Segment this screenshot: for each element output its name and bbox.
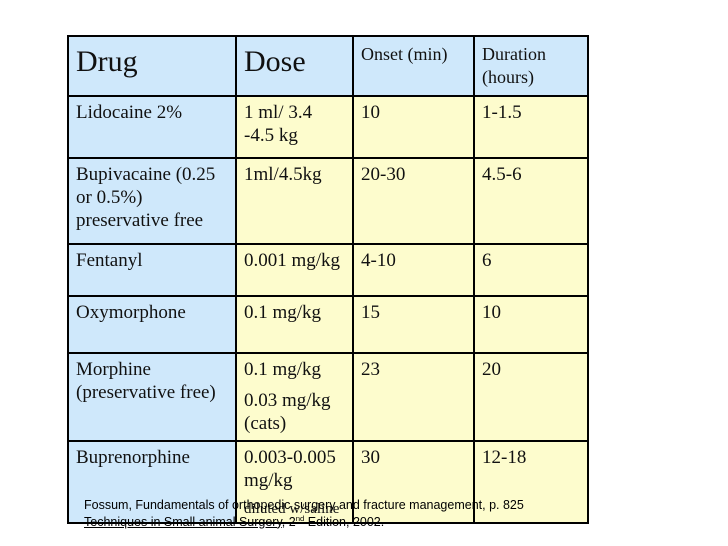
cell-dose: 1 ml/ 3.4 -4.5 kg: [235, 95, 354, 159]
column-header-dose: Dose: [235, 35, 354, 97]
cell-text: Fentanyl: [76, 250, 143, 271]
column-header-drug: Drug: [67, 35, 237, 97]
citation-line2: Techniques in Small animal Surgery, 2nd …: [84, 514, 524, 531]
cell-onset: 20-30: [352, 157, 475, 245]
table-row: Lidocaine 2% 1 ml/ 3.4 -4.5 kg 10 1-1.5: [67, 95, 589, 159]
header-row: Drug Dose Onset (min) Duration (hours): [67, 35, 589, 97]
cell-onset: 10: [352, 95, 475, 159]
cell-onset: 23: [352, 352, 475, 442]
cell-text: 1 ml/ 3.4 -4.5 kg: [244, 102, 313, 147]
cell-text: Buprenorphine: [76, 446, 190, 468]
cell-drug: Buprenorphine: [67, 439, 237, 525]
table-row: Buprenorphine 0.003-0.005 mg/kg diluted w/…: [67, 439, 589, 525]
cell-text: 0.1 mg/kg: [244, 302, 322, 323]
cell-duration: 12-18: [473, 439, 589, 525]
cell-duration: 1-1.5: [473, 95, 589, 159]
cell-text: 0.1 mg/kg: [244, 359, 322, 380]
table-row: Oxymorphone 0.1 mg/kg 15 10: [67, 295, 589, 354]
cell-text: 0.03 mg/kg (cats): [244, 390, 331, 435]
citation-line1: Fossum, Fundamentals of orthopedic surge…: [84, 498, 524, 512]
citation: Fossum, Fundamentals of orthopedic surge…: [84, 497, 524, 530]
table-row: Fentanyl 0.001 mg/kg 4-10 6: [67, 243, 589, 297]
cell-text: Lidocaine 2%: [76, 102, 183, 123]
cell-duration: 10: [473, 295, 589, 354]
cell-onset: 30: [352, 439, 475, 525]
column-header-onset: Onset (min): [352, 35, 475, 97]
cell-onset: 4-10: [352, 243, 475, 297]
cell-duration: 6: [473, 243, 589, 297]
table-row: Bupivacaine (0.25 or 0.5%) preservative …: [67, 157, 589, 245]
cell-drug: Oxymorphone: [67, 295, 237, 354]
cell-text: Morphine (preservative free): [76, 359, 216, 404]
cell-dose: 0.1 mg/kg 0.03 mg/kg (cats): [235, 352, 354, 442]
cell-drug: Morphine (preservative free): [67, 352, 237, 442]
citation-edition-rest: Edition, 2002.: [304, 514, 385, 529]
cell-duration: 4.5-6: [473, 157, 589, 245]
citation-ordinal-suffix: nd: [295, 513, 305, 523]
cell-dose: 0.003-0.005 mg/kg diluted w/saline: [235, 439, 354, 525]
cell-text: 0.001 mg/kg: [244, 250, 341, 271]
cell-dose: 0.1 mg/kg: [235, 295, 354, 354]
cell-onset: 15: [352, 295, 475, 354]
drug-dose-table: Drug Dose Onset (min) Duration (hours) Lido…: [67, 35, 589, 525]
cell-drug: Fentanyl: [67, 243, 237, 297]
cell-text: Oxymorphone: [76, 302, 186, 323]
cell-dose: 0.001 mg/kg: [235, 243, 354, 297]
cell-text: 0.003-0.005 mg/kg: [244, 446, 336, 491]
citation-edition-prefix: , 2: [281, 514, 296, 529]
cell-drug: Bupivacaine (0.25 or 0.5%) preservative …: [67, 157, 237, 245]
cell-dose: 1ml/4.5kg: [235, 157, 354, 245]
cell-text: 1ml/4.5kg: [244, 164, 322, 185]
table-row: Morphine (preservative free) 0.1 mg/kg 0.0…: [67, 352, 589, 442]
citation-book-title: Techniques in Small animal Surgery: [84, 514, 282, 529]
cell-text: diluted w/saline: [244, 500, 340, 517]
table-body: Lidocaine 2% 1 ml/ 3.4 -4.5 kg 10 1-1.5 Bupi…: [67, 95, 589, 525]
cell-duration: 20: [473, 352, 589, 442]
cell-drug: Lidocaine 2%: [67, 95, 237, 159]
cell-text: Bupivacaine (0.25 or 0.5%) preservative …: [76, 164, 216, 232]
column-header-duration: Duration (hours): [473, 35, 589, 97]
